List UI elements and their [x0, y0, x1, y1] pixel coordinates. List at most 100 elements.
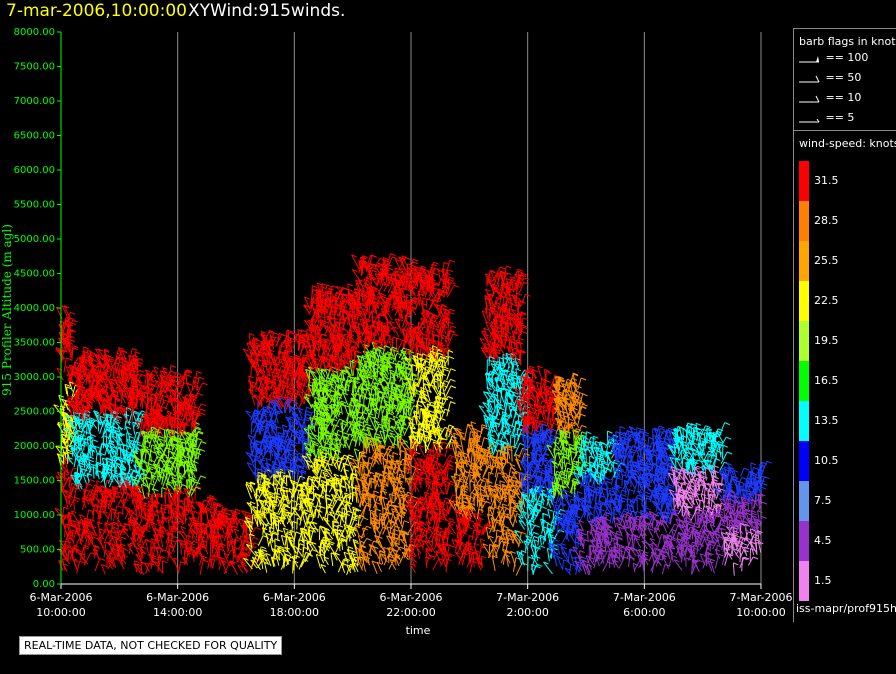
wind-barb [66, 386, 69, 397]
wind-barb-flag [96, 480, 102, 484]
wind-barb-flag [67, 523, 73, 527]
wind-barb-flag [62, 336, 68, 340]
wind-barb-flag [176, 372, 182, 376]
wind-barb-flag [69, 339, 75, 343]
wind-barb [284, 387, 288, 398]
wind-barb [80, 355, 91, 368]
wind-barb [159, 526, 161, 539]
wind-barb [112, 487, 116, 502]
wind-barb [155, 415, 158, 428]
wind-barb-flag [62, 305, 68, 309]
wind-barb-flag [122, 554, 128, 558]
wind-barb [110, 445, 119, 456]
wind-barb-flag [200, 408, 206, 412]
wind-barb [90, 525, 98, 536]
wind-barb [163, 429, 166, 446]
barb-column [242, 328, 319, 574]
wind-barb [69, 525, 72, 541]
wind-barb [150, 554, 152, 567]
wind-barb-flag [200, 412, 206, 416]
wind-barb-flag [90, 489, 96, 493]
wind-barb-flag [358, 420, 364, 424]
wind-barb [117, 545, 119, 557]
wind-barb [63, 531, 70, 546]
wind-barb-flag [82, 389, 88, 393]
wind-barb [110, 455, 114, 471]
wind-barb [69, 339, 71, 354]
wind-barb-flag [53, 404, 59, 408]
wind-barb-flag [99, 528, 105, 532]
wind-barb [150, 475, 152, 485]
wind-barb-flag [64, 543, 70, 547]
title-date: 7-mar-2006,10:00:00 [6, 1, 187, 21]
wind-barb-flag [197, 392, 204, 396]
wind-barb-flag [196, 370, 202, 374]
wind-barb-flag [201, 441, 207, 444]
wind-barb-flag [138, 369, 145, 373]
wind-barb [92, 464, 95, 479]
wind-barb-flag [89, 417, 95, 421]
wind-barb-flag [67, 341, 74, 345]
wind-barb-flag [295, 531, 302, 535]
wind-barb [124, 420, 127, 431]
wind-barb-flag [61, 446, 67, 449]
wind-barb-flag [138, 417, 144, 421]
wind-barb-flag [83, 346, 89, 350]
wind-barb-flag [62, 563, 68, 567]
wind-barb-flag [106, 489, 112, 493]
wind-barb [109, 450, 112, 462]
wind-barb [135, 444, 138, 454]
wind-barb-flag [282, 486, 289, 490]
wind-barb-flag [62, 412, 69, 416]
wind-barb-flag [110, 445, 116, 449]
wind-barb [144, 373, 147, 385]
wind-barb-flag [117, 456, 123, 460]
wind-barb-flag [91, 446, 97, 450]
wind-barb-flag [197, 437, 203, 441]
wind-barb [255, 378, 257, 392]
wind-barb [250, 365, 253, 377]
wind-barb [302, 359, 304, 371]
wind-barb [125, 483, 135, 497]
wind-barb [133, 417, 139, 428]
wind-barb-flag [124, 506, 131, 510]
wind-barb [295, 543, 301, 558]
wind-barb [75, 549, 86, 563]
wind-barb [62, 451, 65, 465]
wind-barb [62, 419, 66, 434]
wind-barb [61, 341, 68, 353]
wind-barb-flag [130, 542, 136, 546]
wind-barb-flag [113, 526, 119, 530]
wind-barb [132, 500, 137, 513]
wind-barb-flag [68, 476, 74, 480]
wind-barb-flag [347, 283, 353, 287]
wind-barb-flag [60, 473, 66, 477]
wind-barb-flag [90, 525, 97, 529]
wind-barb-flag [202, 382, 208, 386]
wind-barb [94, 348, 104, 361]
wind-barb-flag [128, 510, 135, 514]
wind-barb-flag [61, 341, 68, 345]
wind-barb-flag [59, 539, 65, 543]
wind-barb-flag [128, 395, 134, 399]
wind-barb-flag [129, 475, 136, 479]
wind-barb [121, 450, 126, 460]
wind-barb [84, 536, 88, 549]
barb-column [64, 346, 151, 575]
wind-barb [116, 554, 125, 570]
wind-barb-flag [64, 427, 71, 431]
wind-barb [346, 413, 349, 427]
wind-barb [256, 488, 258, 499]
wind-barb-flag [121, 536, 127, 540]
wind-barb-flag [276, 426, 282, 429]
wind-barb-flag [120, 404, 126, 408]
wind-barb [75, 474, 83, 488]
wind-barb-flag [62, 558, 68, 562]
wind-barb-flag [80, 452, 87, 455]
wind-barb-flag [65, 320, 71, 324]
wind-barb [68, 483, 73, 497]
wind-barb [107, 500, 111, 510]
wind-barb-flag [112, 556, 118, 560]
wind-barb [118, 480, 126, 494]
wind-barb-flag [60, 550, 67, 553]
